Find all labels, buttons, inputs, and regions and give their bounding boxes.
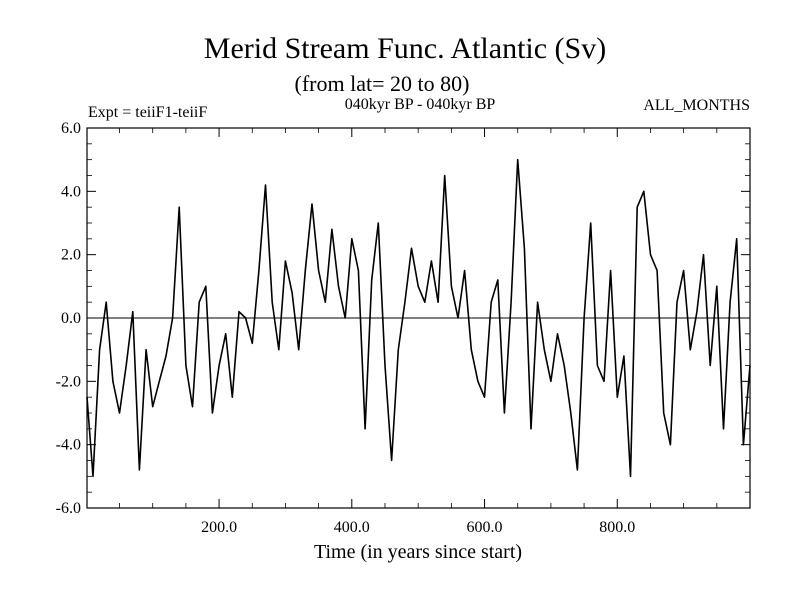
y-tick-label: -6.0 xyxy=(56,500,81,517)
y-tick-label: -4.0 xyxy=(56,437,81,454)
chart-title: Merid Stream Func. Atlantic (Sv) xyxy=(204,32,606,65)
header-left: Expt = teiiF1-teiiF xyxy=(88,104,207,121)
x-tick-label: 200.0 xyxy=(201,519,237,536)
y-tick-label: 4.0 xyxy=(61,183,81,200)
series-line xyxy=(86,158,751,478)
y-tick-label: 2.0 xyxy=(61,247,81,264)
chart-subtitle: (from lat= 20 to 80) xyxy=(295,71,470,96)
y-tick-label: -2.0 xyxy=(56,373,81,390)
y-tick-label: 6.0 xyxy=(61,120,81,137)
header-right: ALL_MONTHS xyxy=(643,97,750,114)
plot-frame xyxy=(86,127,751,509)
header-center: 040kyr BP - 040kyr BP xyxy=(345,96,496,113)
x-axis-label: Time (in years since start) xyxy=(314,541,522,563)
x-tick-label: 800.0 xyxy=(599,519,635,536)
y-tick-label: 0.0 xyxy=(61,310,81,327)
x-tick-label: 600.0 xyxy=(467,519,503,536)
x-tick-label: 400.0 xyxy=(334,519,370,536)
